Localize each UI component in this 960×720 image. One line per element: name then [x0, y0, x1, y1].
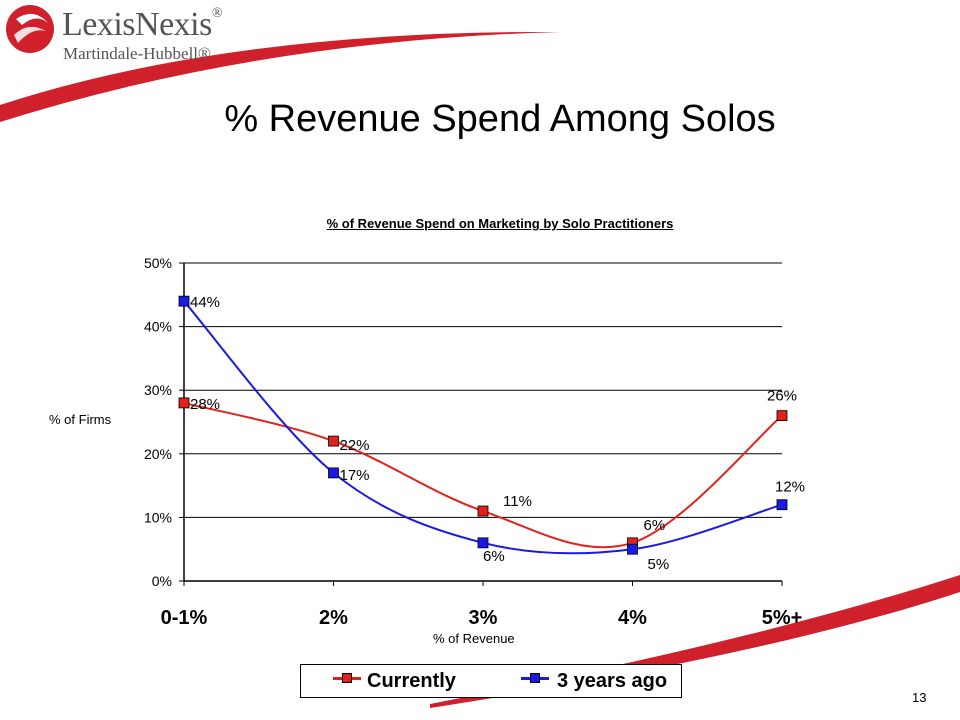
y-tick-label: 30% — [144, 382, 172, 398]
data-label-3-years-ago: 44% — [190, 294, 220, 311]
page-number: 13 — [912, 690, 927, 705]
x-tick-label: 5%+ — [762, 607, 803, 629]
logo-icon — [6, 5, 54, 53]
x-tick-label: 3% — [469, 607, 498, 629]
trademark-mark: ® — [211, 6, 223, 21]
data-label-3-years-ago: 6% — [483, 548, 505, 565]
data-point-currently — [776, 410, 788, 422]
chart-title: % of Revenue Spend on Marketing by Solo … — [326, 216, 674, 231]
x-axis-ticks: 0-1% 2% 3% 4% 5%+ — [161, 581, 803, 629]
brand-subtitle: Martindale-Hubbell® — [63, 44, 211, 63]
x-axis-label: % of Revenue — [433, 631, 515, 646]
x-tick-label: 0-1% — [161, 607, 208, 629]
y-tick-label: 20% — [144, 446, 172, 462]
data-point-3-years-ago — [328, 467, 339, 479]
x-tick-label: 4% — [618, 607, 647, 629]
y-axis-ticks: 0% 10% 20% 30% 40% 50% — [144, 255, 184, 589]
data-label-currently: 6% — [644, 517, 666, 534]
y-tick-label: 0% — [152, 573, 172, 589]
data-label-3-years-ago: 12% — [775, 479, 805, 496]
data-point-3-years-ago — [477, 537, 489, 549]
slide-title: % Revenue Spend Among Solos — [224, 98, 776, 140]
y-tick-label: 40% — [144, 319, 172, 335]
data-label-3-years-ago: 5% — [648, 556, 670, 573]
data-label-currently: 26% — [767, 388, 797, 405]
y-tick-label: 10% — [144, 509, 172, 525]
header-swoosh — [0, 31, 560, 122]
y-axis-label: % of Firms — [49, 412, 112, 427]
data-label-currently: 28% — [190, 396, 220, 413]
x-tick-label: 2% — [319, 607, 348, 629]
chart-axes — [183, 263, 782, 582]
data-point-currently — [477, 505, 489, 517]
legend-label-currently: Currently — [367, 670, 456, 692]
chart-legend: Currently 3 years ago — [300, 664, 682, 698]
chart-gridlines — [184, 262, 782, 518]
data-point-3-years-ago — [776, 499, 788, 511]
legend-marker-3-years-ago — [530, 673, 540, 683]
data-label-3-years-ago: 17% — [340, 467, 370, 484]
chart-series: 28% 22% 11% 6% 26% 44% 17% 6% 5% 12% — [178, 294, 805, 573]
series-line-3-years-ago — [183, 300, 783, 555]
data-point-currently — [328, 435, 339, 447]
data-point-currently — [178, 397, 190, 409]
y-tick-label: 50% — [144, 255, 172, 271]
data-point-3-years-ago — [627, 543, 638, 555]
data-label-currently: 22% — [340, 437, 370, 454]
legend-label-3-years-ago: 3 years ago — [557, 670, 668, 692]
legend-marker-currently — [342, 673, 352, 683]
data-label-currently: 11% — [503, 493, 532, 510]
brand-name: LexisNexis® — [62, 6, 223, 43]
series-line-currently — [183, 401, 783, 549]
data-point-3-years-ago — [178, 295, 190, 307]
